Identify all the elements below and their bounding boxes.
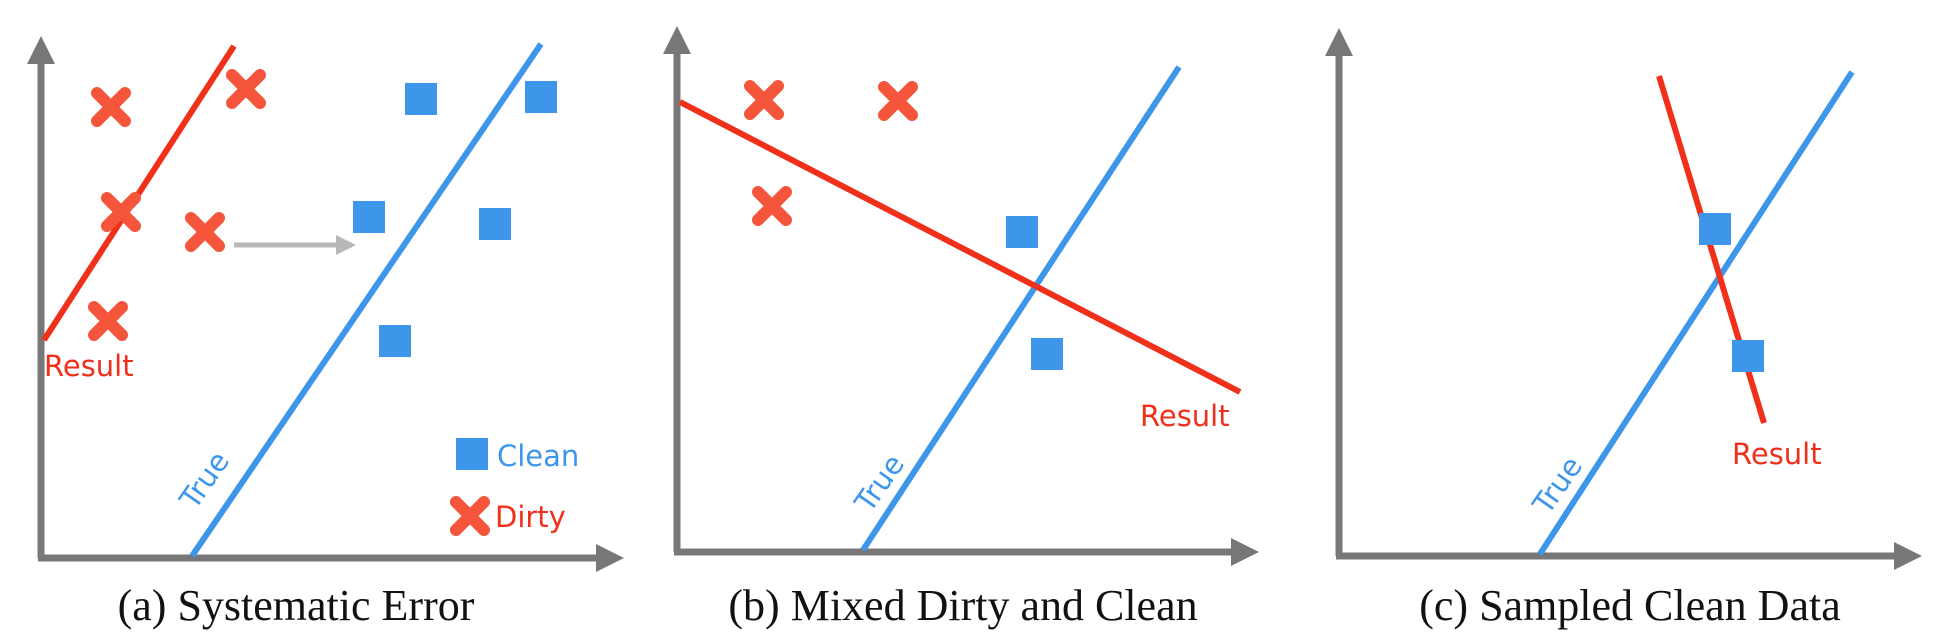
legend: Clean Dirty <box>456 438 579 534</box>
panel-c-true-line <box>1537 70 1855 556</box>
dirty-point <box>191 218 219 246</box>
panel-b-true-label: True <box>847 448 911 519</box>
clean-point <box>479 208 511 240</box>
dirty-legend-icon <box>456 502 484 530</box>
legend-clean-label: Clean <box>497 439 579 473</box>
dirty-point <box>232 75 260 103</box>
panel-c-caption: (c) Sampled Clean Data <box>1419 581 1841 630</box>
panel-a-true-line <box>189 42 544 558</box>
clean-point <box>405 83 437 115</box>
panel-b-clean-points <box>1006 216 1063 370</box>
panel-b-true-line <box>860 65 1182 552</box>
clean-point <box>1732 340 1764 372</box>
panel-a-caption: (a) Systematic Error <box>118 581 475 630</box>
panel-a-clean-points <box>353 81 557 357</box>
panel-b: Result True (b) Mixed Dirty and Clean <box>663 25 1259 630</box>
panel-a: Result True Clean Dirty (a) Systematic E… <box>27 36 624 630</box>
panel-b-result-label: Result <box>1140 399 1230 433</box>
clean-point <box>1699 213 1731 245</box>
clean-point <box>1006 216 1038 248</box>
panel-b-caption: (b) Mixed Dirty and Clean <box>728 581 1197 630</box>
panel-a-result-label: Result <box>44 349 134 383</box>
legend-dirty-label: Dirty <box>495 500 566 534</box>
panel-c-true-label: True <box>1525 450 1589 521</box>
clean-point <box>353 201 385 233</box>
panel-a-dirty-points <box>94 75 260 335</box>
clean-point <box>379 325 411 357</box>
panel-c: Result True (c) Sampled Clean Data <box>1325 27 1922 630</box>
clean-point <box>1031 338 1063 370</box>
dirty-point <box>758 192 786 220</box>
panel-c-clean-points <box>1699 213 1764 372</box>
clean-legend-icon <box>456 438 488 470</box>
dirty-point <box>750 86 778 114</box>
clean-point <box>525 81 557 113</box>
panel-b-result-line <box>678 99 1242 395</box>
dirty-point <box>94 307 122 335</box>
panel-a-result-line <box>41 44 237 342</box>
panel-c-result-label: Result <box>1732 437 1822 471</box>
dirty-point <box>884 87 912 115</box>
dirty-point <box>97 93 125 121</box>
